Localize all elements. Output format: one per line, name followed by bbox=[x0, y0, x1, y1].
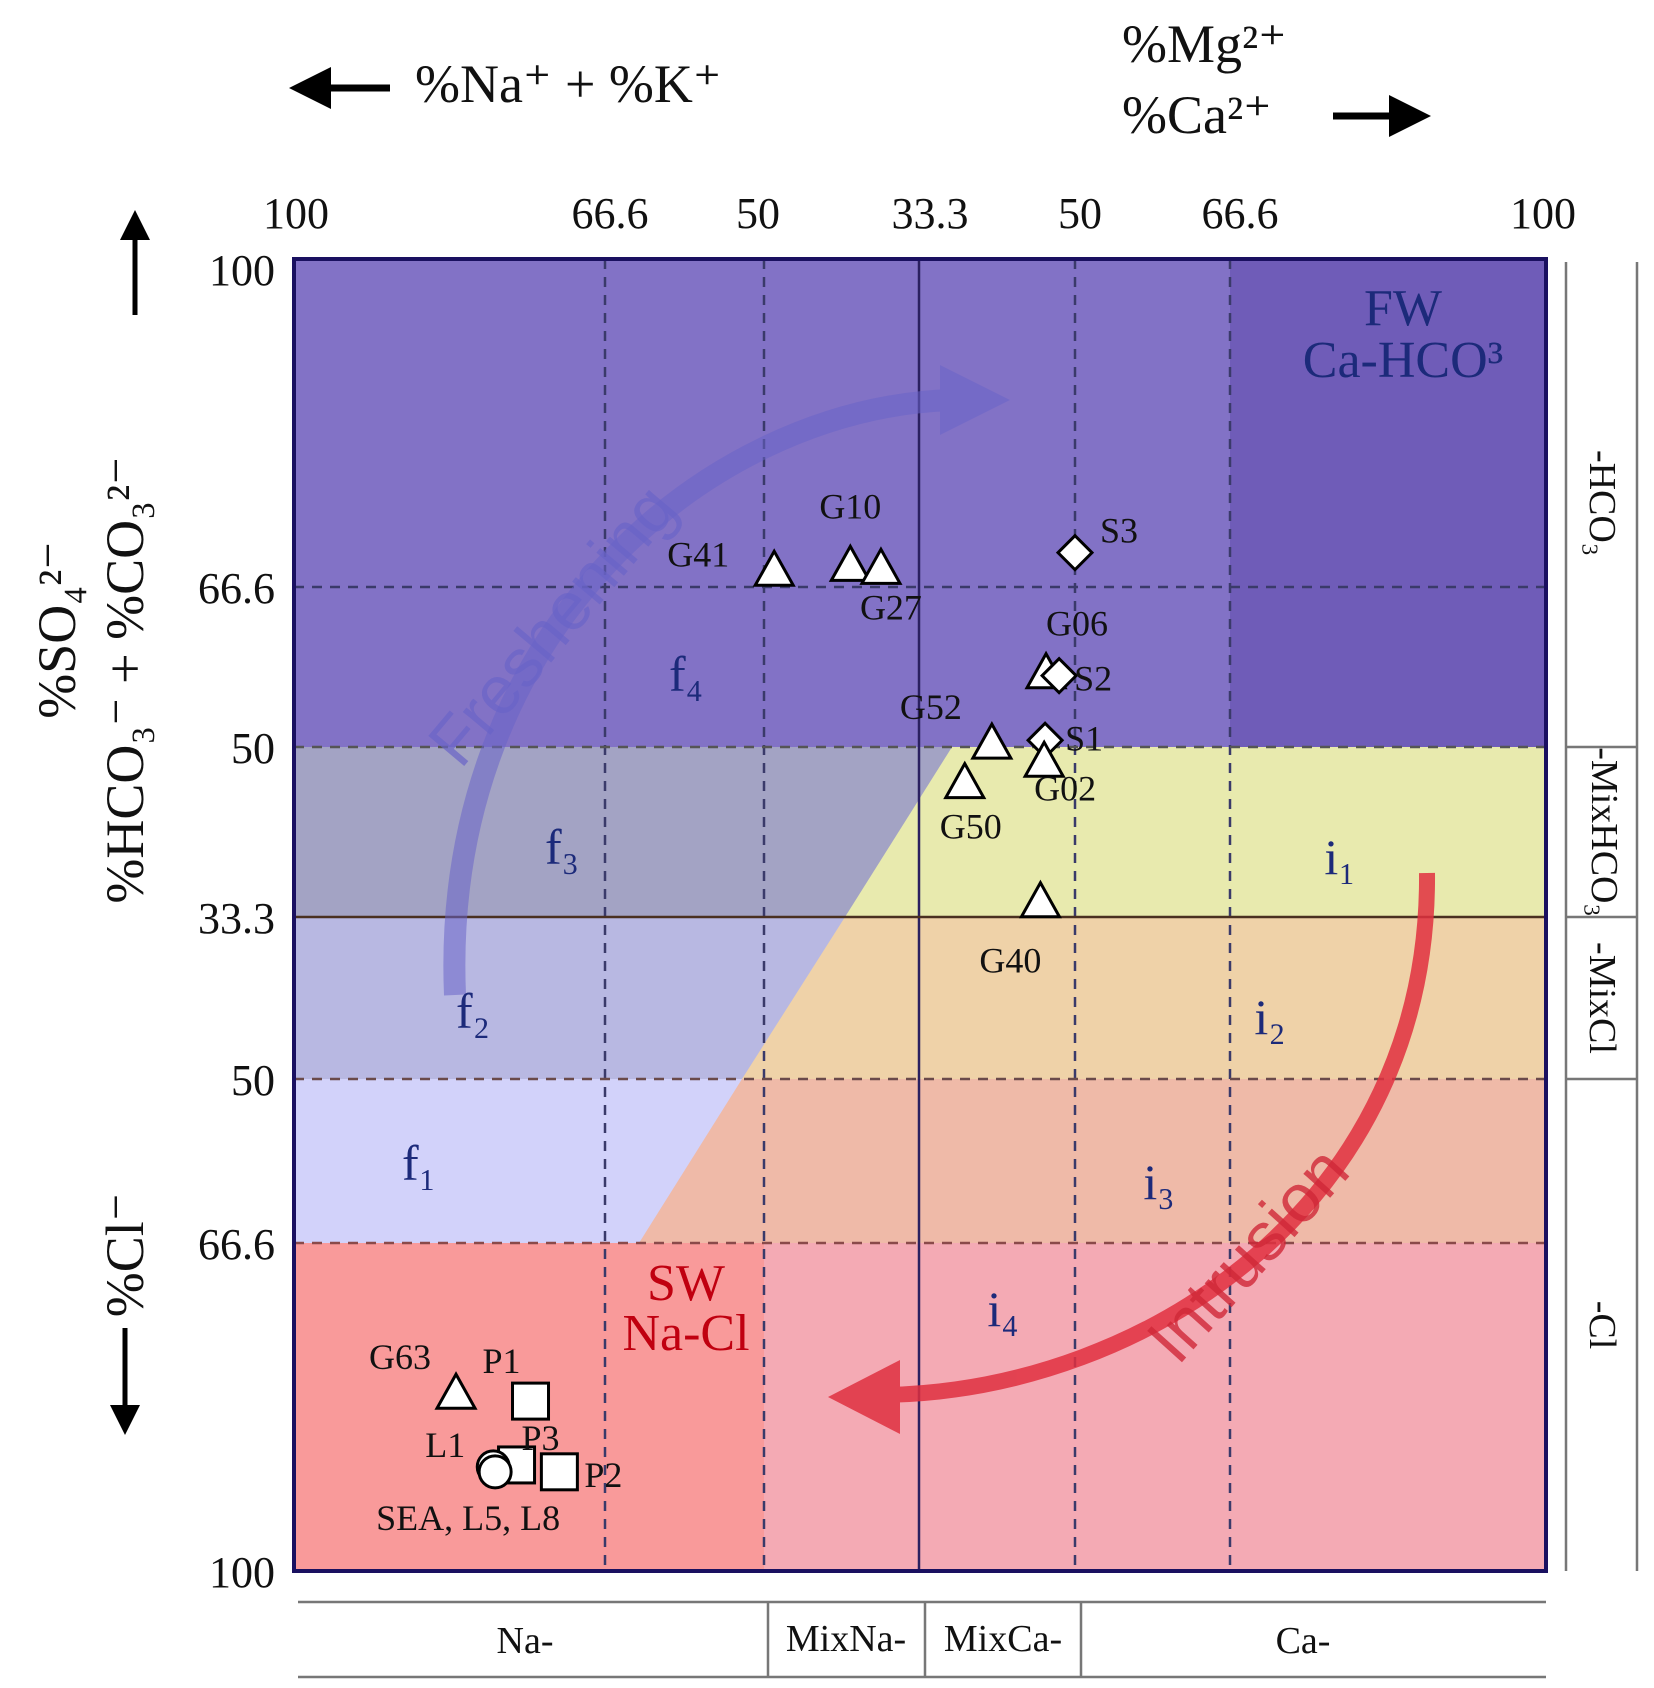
facies-hco3: -HCO₃ bbox=[1581, 450, 1623, 556]
x-tick-label: 100 bbox=[263, 189, 329, 238]
cation-facies-row bbox=[298, 1600, 1546, 1679]
zone-label-f1: f₁ bbox=[402, 1135, 436, 1191]
facies-mixna: MixNa- bbox=[786, 1618, 906, 1660]
facies-ca: Ca- bbox=[1276, 1620, 1331, 1662]
point-label: P3 bbox=[522, 1418, 560, 1458]
zone-label-f3: f₃ bbox=[545, 819, 579, 875]
point-label: G63 bbox=[369, 1337, 431, 1377]
point-label: P2 bbox=[584, 1455, 622, 1495]
x-tick-label: 100 bbox=[1510, 189, 1576, 238]
y-tick-label: 100 bbox=[209, 1548, 275, 1597]
zone-label-f2: f₂ bbox=[456, 983, 490, 1039]
f1-zone bbox=[294, 1079, 742, 1243]
facies-cl: -Cl bbox=[1581, 1301, 1623, 1350]
grid bbox=[294, 259, 1546, 1571]
point-triangle bbox=[970, 721, 1014, 760]
y-tick-label: 33.3 bbox=[198, 894, 275, 943]
y-axis-label-bottom: %Cl⁻ bbox=[95, 1193, 155, 1318]
y-tick-label: 50 bbox=[231, 1056, 275, 1105]
point-triangle bbox=[828, 543, 872, 582]
x-tick-label: 50 bbox=[1058, 189, 1102, 238]
point-diamond bbox=[1039, 656, 1079, 695]
x-axis-label-right-top: %Mg²⁺ bbox=[1122, 14, 1287, 74]
plot-frame bbox=[292, 257, 1548, 1573]
facies-mixhco3: -MixHCO₃ bbox=[1583, 747, 1625, 916]
y-tick-label: 66.6 bbox=[198, 564, 275, 613]
x-axis-label-left: %Na⁺ + %K⁺ bbox=[415, 54, 721, 114]
point-label: S3 bbox=[1100, 511, 1138, 551]
point-triangle bbox=[1018, 879, 1062, 919]
zone-label-i1: i₁ bbox=[1324, 829, 1355, 885]
point-triangle bbox=[434, 1371, 478, 1410]
zone-label-f4: f₄ bbox=[669, 646, 703, 702]
x-ticks: 100 66.6 50 33.3 50 66.6 100 bbox=[263, 189, 1576, 238]
point-label: SEA, L5, L8 bbox=[376, 1498, 560, 1538]
point-label: P1 bbox=[482, 1341, 520, 1381]
y-tick-label: 66.6 bbox=[198, 1220, 275, 1269]
freshening-arrow bbox=[443, 365, 1010, 996]
y-axis-label-top-outer: %SO₄²⁻ bbox=[27, 541, 87, 719]
y-axis-label-top-inner: %HCO₃⁻ + %CO₃²⁻ bbox=[95, 456, 155, 903]
point-diamond bbox=[1055, 533, 1095, 572]
zone-label-i2: i₂ bbox=[1254, 989, 1285, 1045]
point-label: S1 bbox=[1065, 718, 1103, 758]
fw-corner-zone bbox=[1230, 259, 1546, 747]
x-tick-label: 50 bbox=[736, 189, 780, 238]
y-tick-label: 100 bbox=[209, 246, 275, 295]
point-label: G41 bbox=[667, 534, 729, 574]
fw-type-label: Ca-HCO³ bbox=[1303, 332, 1503, 389]
point-triangle bbox=[943, 760, 987, 800]
point-label: G10 bbox=[819, 486, 881, 526]
x-tick-label: 66.6 bbox=[1202, 189, 1279, 238]
f3-zone bbox=[294, 747, 952, 917]
y-tick-label: 50 bbox=[231, 724, 275, 773]
facies-mixca: MixCa- bbox=[944, 1618, 1062, 1660]
point-label: G06 bbox=[1046, 604, 1108, 644]
point-label: G27 bbox=[860, 587, 922, 627]
zone-label-i4: i₄ bbox=[987, 1281, 1018, 1337]
facies-na: Na- bbox=[497, 1620, 554, 1662]
point-triangle bbox=[752, 548, 796, 587]
point-label: G02 bbox=[1034, 768, 1096, 808]
point-label: G52 bbox=[900, 687, 962, 727]
x-axis-label-right-bottom: %Ca²⁺ bbox=[1122, 85, 1272, 145]
f2-zone bbox=[294, 917, 845, 1079]
y-ticks: 100 66.6 50 33.3 50 66.6 100 bbox=[198, 246, 275, 1597]
zone-label-i3: i₃ bbox=[1143, 1154, 1174, 1210]
fw-label: FW bbox=[1364, 280, 1442, 337]
sw-label: SW bbox=[647, 1255, 725, 1312]
point-label: L1 bbox=[425, 1425, 465, 1465]
x-tick-label: 33.3 bbox=[892, 189, 969, 238]
intrusion-arrow bbox=[828, 872, 1436, 1434]
point-triangle bbox=[1022, 739, 1066, 778]
point-label: G50 bbox=[940, 807, 1002, 847]
point-label: G40 bbox=[979, 941, 1041, 981]
point-triangle bbox=[859, 546, 903, 585]
point-square bbox=[511, 1381, 551, 1421]
sw-type-label: Na-Cl bbox=[622, 1305, 749, 1362]
anion-facies-column bbox=[1564, 262, 1639, 1571]
x-tick-label: 66.6 bbox=[572, 189, 649, 238]
point-circle bbox=[477, 1454, 513, 1490]
facies-mixcl: -MixCl bbox=[1581, 942, 1623, 1054]
point-label: S2 bbox=[1074, 659, 1112, 699]
point-square bbox=[539, 1452, 579, 1492]
